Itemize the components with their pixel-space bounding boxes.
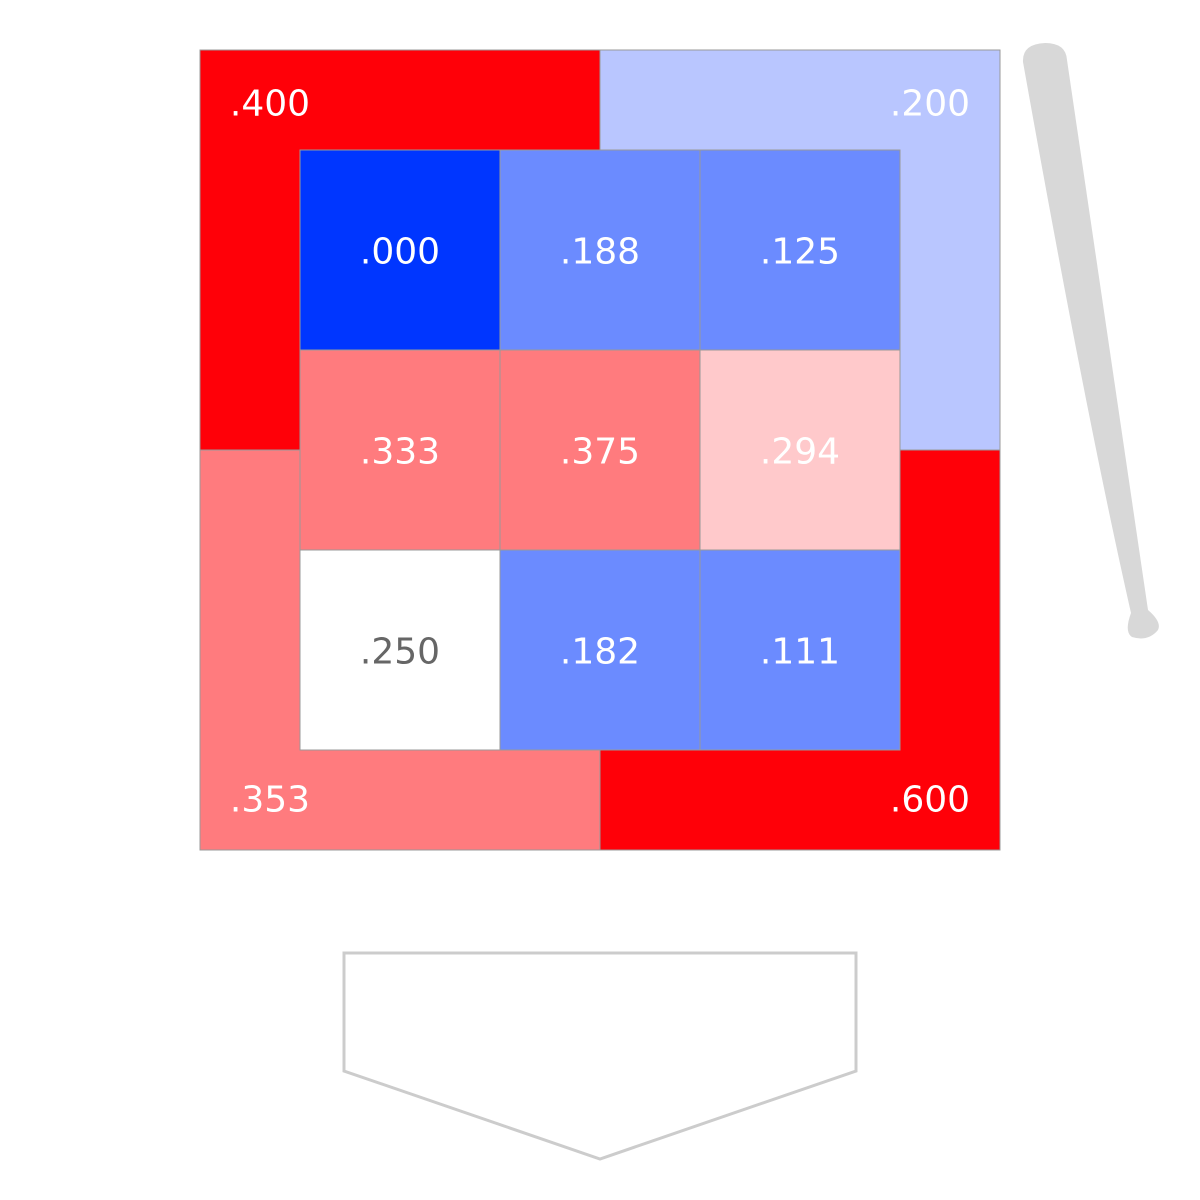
outer-zone-label-bottom-left: .353 [230,780,310,821]
zone-cell-r1-c3 [699,149,901,351]
zone-cell-r2-c3 [699,349,901,551]
baseball-bat-icon [1022,43,1159,639]
zone-cell-r2-c1 [299,349,501,551]
zone-label-r3-c3: .111 [760,632,840,673]
outer-zone-label-top-right: .200 [890,84,970,125]
zone-cell-r3-c2 [499,549,701,751]
home-plate-icon [342,951,858,1161]
zone-label-r1-c1: .000 [360,232,440,273]
zone-label-r3-c2: .182 [560,632,640,673]
zone-label-r2-c3: .294 [760,432,840,473]
zone-label-r2-c2: .375 [560,432,640,473]
zone-label-r1-c2: .188 [560,232,640,273]
zone-cell-r2-c2 [499,349,701,551]
zone-label-r1-c3: .125 [760,232,840,273]
zone-cell-r3-c3 [699,549,901,751]
zone-cell-r3-c1 [299,549,501,751]
inner-zones: .000 .188 .125 .333 .375 .294 .250 .182 .111 [299,149,901,751]
outer-zone-label-top-left: .400 [230,84,310,125]
outer-zone-label-bottom-right: .600 [890,780,970,821]
zone-cell-r1-c1 [299,149,501,351]
zone-label-r2-c1: .333 [360,432,440,473]
zone-label-r3-c1: .250 [360,632,440,673]
